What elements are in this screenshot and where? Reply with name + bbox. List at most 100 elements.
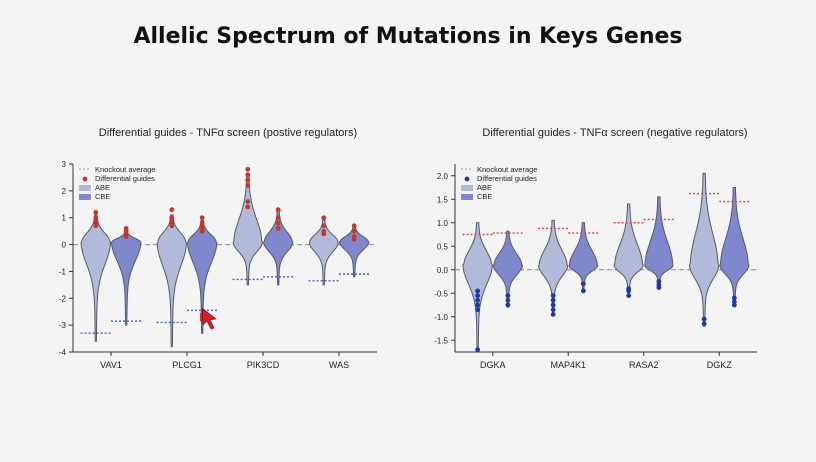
legend-label: CBE: [95, 192, 110, 201]
y-tick-label: -1.5: [434, 336, 448, 345]
differential-guide-point: [475, 347, 481, 353]
y-tick-label: 1.5: [437, 195, 449, 204]
differential-guide-point: [550, 312, 556, 317]
differential-guide-point: [580, 288, 586, 294]
differential-guide-point: [731, 295, 737, 301]
category-label: DGKZ: [707, 360, 733, 370]
legend-label: ABE: [95, 183, 110, 192]
y-tick-label: -4: [59, 348, 67, 357]
differential-guide-point: [245, 204, 251, 210]
differential-guide-point: [701, 316, 707, 322]
y-tick-label: -3: [59, 321, 67, 330]
y-tick-label: -1: [59, 267, 67, 276]
category-label: DGKA: [480, 360, 506, 370]
differential-guide-point: [475, 293, 481, 298]
legend-label: Knockout average: [477, 165, 537, 174]
differential-guide-point: [169, 215, 175, 221]
y-tick-label: -0.5: [434, 289, 448, 298]
differential-guide-point: [701, 321, 707, 327]
category-label: VAV1: [100, 360, 122, 370]
differential-guide-point: [626, 293, 632, 298]
differential-guide-point: [351, 223, 357, 229]
differential-guide-point: [199, 220, 205, 226]
differential-guide-point: [199, 215, 205, 221]
legend-label: Differential guides: [95, 174, 155, 183]
violin-cbe: [644, 196, 674, 289]
differential-guide-point: [656, 279, 662, 284]
differential-guide-point: [321, 223, 327, 229]
legend-cbe-swatch: [79, 194, 91, 200]
violin-abe: [613, 203, 644, 297]
differential-guide-point: [505, 302, 511, 308]
y-tick-label: 0: [62, 241, 67, 250]
differential-guide-point: [245, 172, 251, 178]
differential-guide-point: [550, 302, 556, 308]
differential-guide-point: [245, 183, 251, 188]
differential-guide-point: [475, 302, 481, 308]
differential-guide-point: [475, 307, 481, 313]
violin-cbe: [186, 219, 218, 334]
chart-title: Differential guides - TNFα screen (posti…: [99, 127, 357, 139]
y-tick-label: -1.0: [434, 313, 448, 322]
differential-guide-point: [275, 215, 281, 221]
y-tick-label: 1: [62, 214, 67, 223]
differential-guide-point: [656, 285, 662, 291]
differential-guide-point: [275, 207, 281, 213]
y-tick-label: 2: [62, 187, 67, 196]
legend-label: ABE: [477, 183, 492, 192]
legend-guides-swatch: [464, 176, 470, 182]
differential-guide-point: [93, 215, 99, 221]
category-label: RASA2: [629, 360, 659, 370]
violin-cbe: [262, 211, 294, 286]
y-tick-label: 0.0: [437, 266, 449, 275]
category-label: WAS: [329, 360, 349, 370]
violin-cbe: [338, 225, 370, 278]
chart-negative-regulators: Differential guides - TNFα screen (negat…: [434, 127, 757, 370]
violin-abe: [80, 214, 112, 342]
differential-guide-point: [275, 226, 281, 231]
differential-guide-point: [550, 293, 556, 298]
differential-guide-point: [475, 288, 481, 294]
differential-guide-point: [321, 215, 327, 221]
violin-abe: [232, 174, 264, 286]
differential-guide-point: [93, 209, 99, 215]
violin-abe: [308, 219, 339, 286]
y-tick-label: 0.5: [437, 242, 449, 251]
violin-cbe: [719, 187, 750, 306]
chart-title: Differential guides - TNFα screen (negat…: [482, 127, 747, 139]
violin-abe: [156, 214, 188, 348]
violin-abe: [688, 172, 720, 327]
legend-guides-swatch: [82, 176, 88, 182]
legend-label: CBE: [477, 192, 492, 201]
differential-guide-point: [321, 228, 327, 234]
cursor-pointer-icon: [201, 307, 217, 330]
differential-guide-point: [245, 177, 251, 183]
category-label: PIK3CD: [247, 360, 280, 370]
legend-label: Differential guides: [477, 174, 537, 183]
legend-abe-swatch: [79, 185, 91, 191]
differential-guide-point: [731, 302, 737, 308]
legend-label: Knockout average: [95, 165, 155, 174]
differential-guide-point: [123, 226, 129, 231]
differential-guide-point: [550, 297, 556, 303]
differential-guide-point: [169, 207, 175, 213]
y-tick-label: -2: [59, 294, 67, 303]
differential-guide-point: [275, 220, 281, 226]
chart-positive-regulators: Differential guides - TNFα screen (posti…: [59, 127, 377, 370]
y-tick-label: 3: [62, 160, 67, 169]
differential-guide-point: [475, 297, 481, 303]
differential-guide-point: [245, 166, 251, 172]
category-label: PLCG1: [172, 360, 202, 370]
differential-guide-point: [245, 199, 251, 204]
legend-abe-swatch: [461, 185, 473, 191]
category-label: MAP4K1: [550, 360, 586, 370]
differential-guide-point: [550, 307, 556, 313]
differential-guide-point: [505, 293, 511, 298]
violin-cbe: [110, 230, 142, 326]
y-tick-label: 2.0: [437, 172, 449, 181]
differential-guide-point: [351, 228, 357, 234]
differential-guide-point: [626, 288, 632, 294]
differential-guide-point: [505, 297, 511, 303]
legend-cbe-swatch: [461, 194, 473, 200]
